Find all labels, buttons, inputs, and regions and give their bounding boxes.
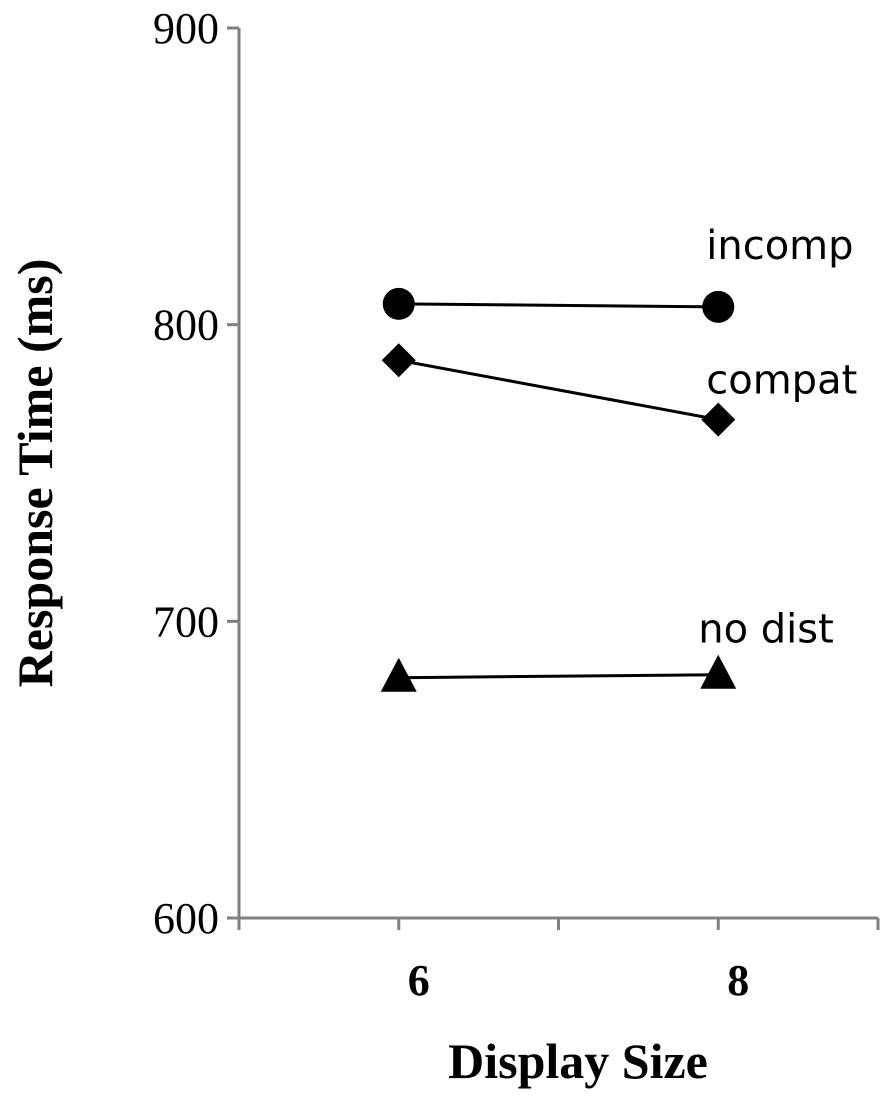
y-tick-label: 700 — [153, 597, 219, 646]
x-tick-label: 6 — [408, 956, 430, 1005]
data-point-triangle — [700, 654, 737, 689]
y-ticks: 600 700 800 900 — [153, 4, 239, 943]
series-line — [398, 358, 719, 422]
series-label: incomp — [706, 223, 853, 269]
series-compat: compat — [381, 343, 857, 437]
series-no-dist: no dist — [380, 607, 834, 692]
series-line — [398, 302, 719, 309]
series-incomp: incomp — [382, 223, 854, 323]
series: incomp compat no dist — [380, 223, 857, 692]
y-tick-label: 600 — [153, 894, 219, 943]
x-tick-label: 8 — [727, 956, 749, 1005]
axes — [237, 28, 878, 920]
y-tick-label: 800 — [153, 301, 219, 350]
series-label: compat — [706, 358, 857, 404]
y-tick-label: 900 — [153, 4, 219, 53]
data-point-circle — [702, 290, 735, 323]
series-label: no dist — [698, 607, 834, 653]
series-line — [398, 673, 719, 680]
y-axis-title: Response Time (ms) — [7, 259, 63, 688]
data-point-triangle — [380, 657, 417, 692]
data-point-diamond — [381, 343, 416, 378]
data-point-circle — [382, 287, 415, 320]
x-axis-title: Display Size — [448, 1033, 708, 1089]
data-point-diamond — [701, 402, 736, 437]
